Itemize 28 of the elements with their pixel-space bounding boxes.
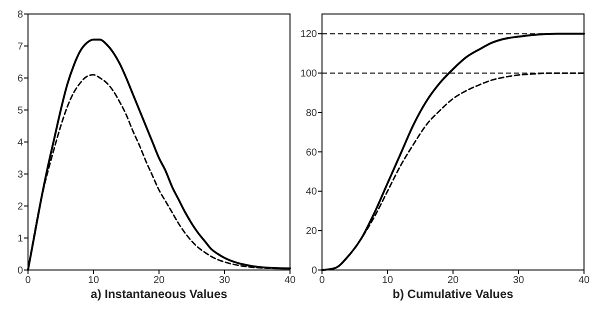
x-tick-label: 40 [578,275,590,286]
x-tick-label: 10 [382,275,394,286]
x-tick-label: 20 [447,275,459,286]
y-tick-label: 6 [17,74,24,84]
y-tick-label: 8 [17,10,24,20]
x-tick-label: 0 [319,275,326,286]
y-tick-label: 80 [306,108,318,119]
text: a) Instantaneous Values [90,287,228,301]
y-tick-label: 7 [17,42,24,52]
y-tick-label: 5 [17,106,24,116]
x-tick-label: 0 [25,275,32,286]
x-tick-label: 30 [512,275,524,286]
x-tick-label: 10 [88,275,100,286]
y-tick-label: 120 [300,29,318,40]
y-tick-label: 100 [300,68,318,80]
y-tick-label: 40 [306,186,318,198]
y-tick-label: 0 [311,266,318,276]
y-tick-label: 4 [17,138,24,148]
x-tick-label: 20 [153,275,165,286]
y-tick-label: 20 [306,226,318,238]
y-tick-label: 60 [306,147,318,158]
x-tick-label: 30 [218,275,230,286]
x-tick-label: 40 [284,275,296,286]
y-tick-label: 3 [17,170,24,180]
y-tick-label: 2 [17,202,24,212]
text: b) Cumulative Values [392,287,514,301]
y-tick-label: 1 [17,234,24,244]
y-tick-label: 0 [17,266,24,276]
